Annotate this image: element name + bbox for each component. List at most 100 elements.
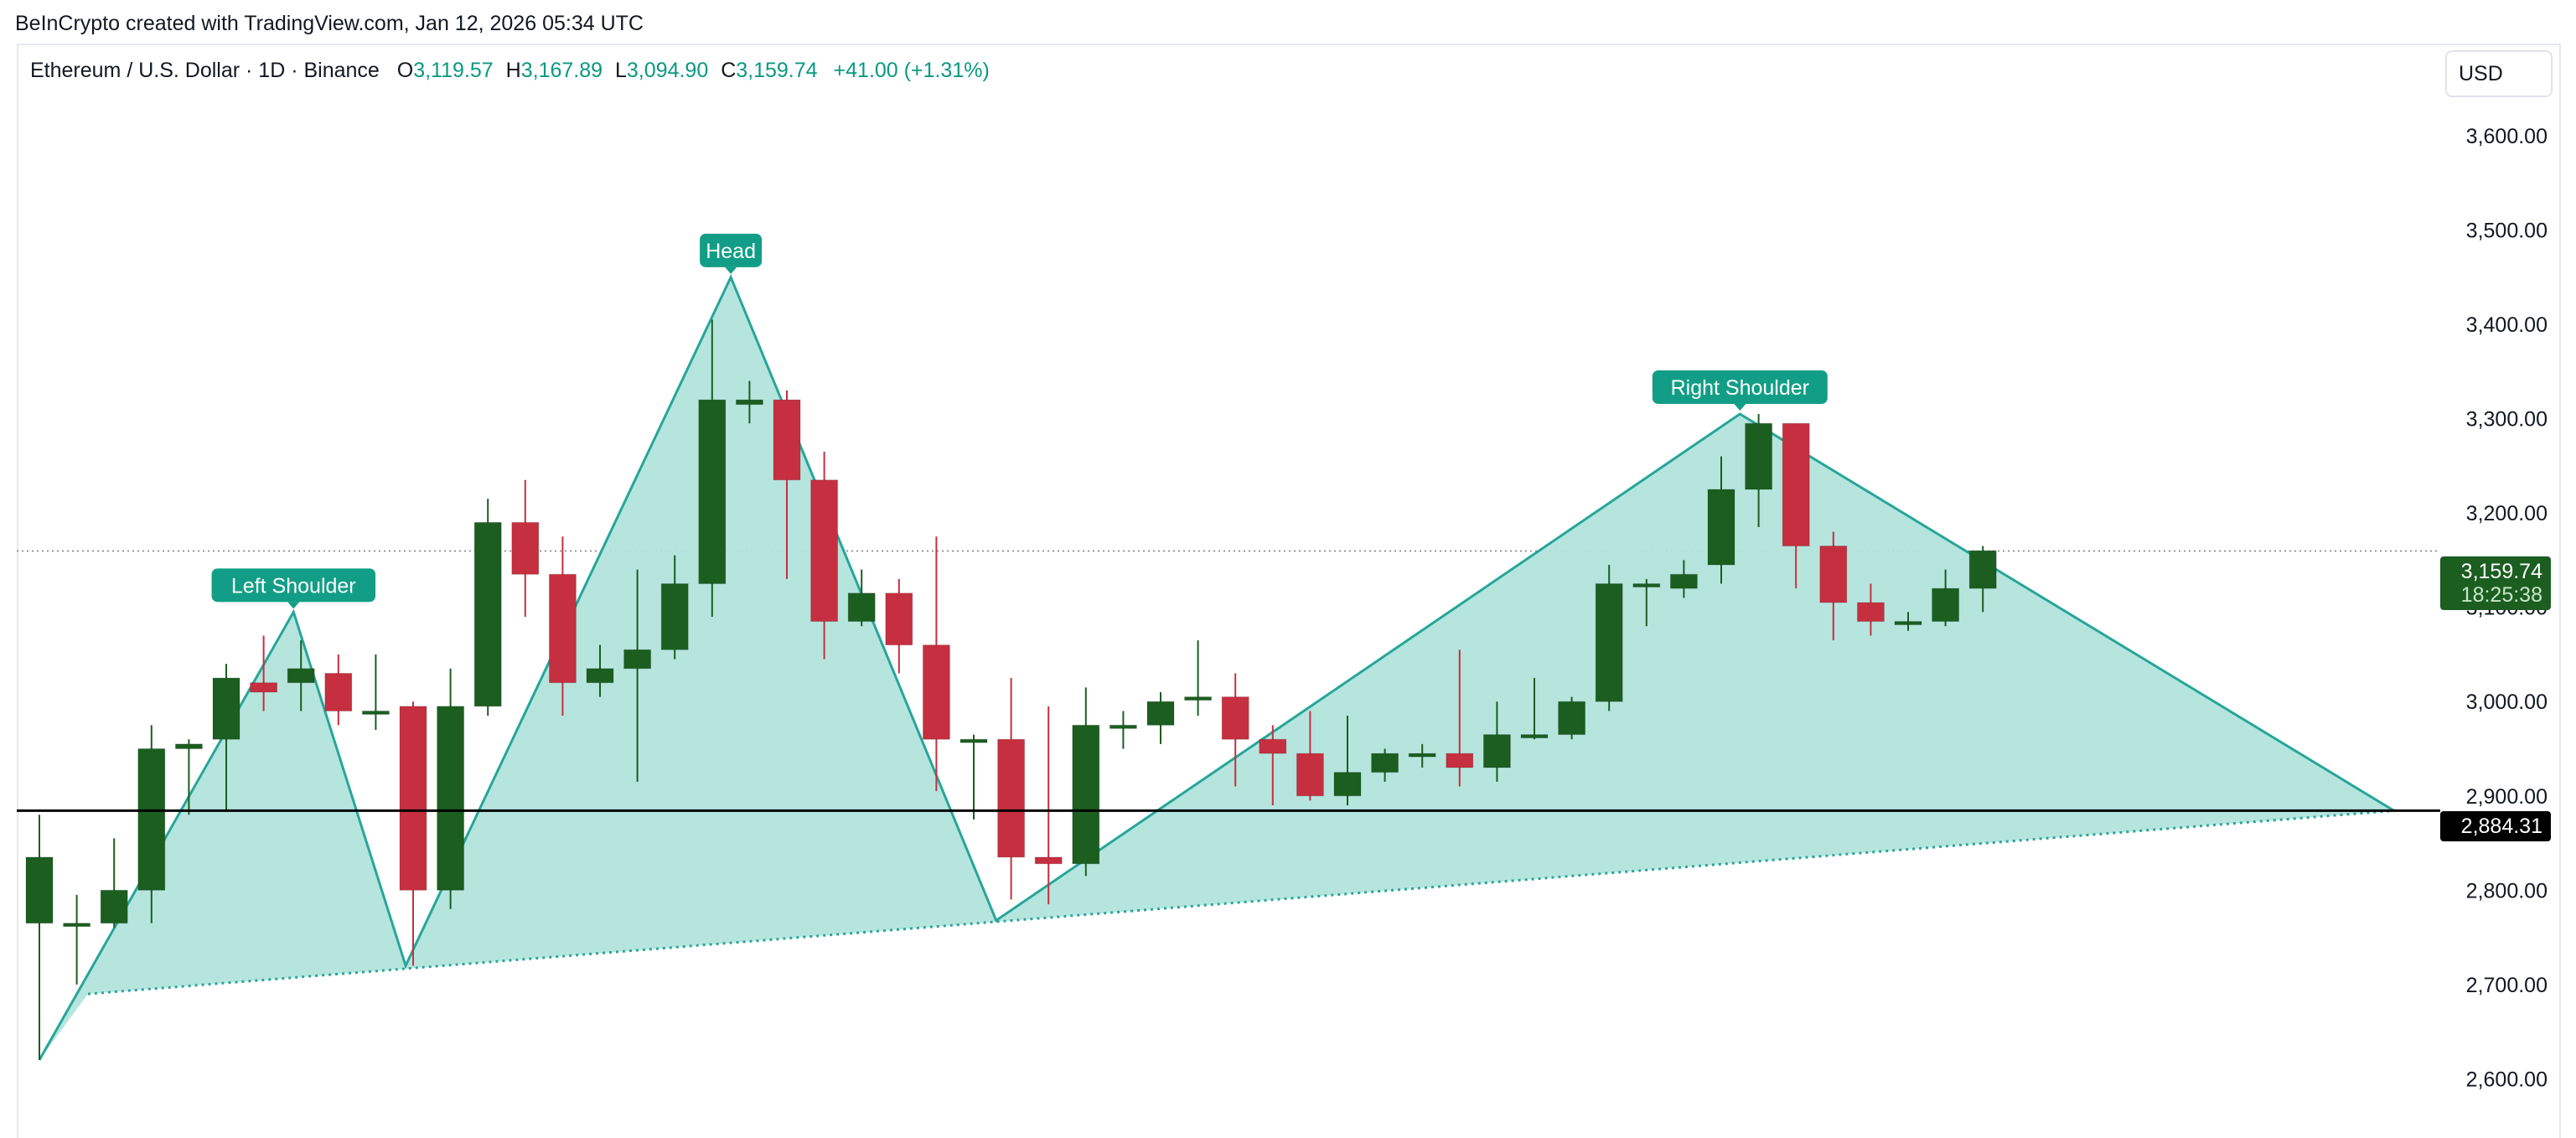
pattern-label-text: Head xyxy=(706,240,756,263)
symbol-title[interactable]: Ethereum / U.S. Dollar · 1D · Binance xyxy=(30,59,380,82)
top-bar: BeInCrypto created with TradingView.com,… xyxy=(0,0,2576,44)
candle-up xyxy=(847,592,876,623)
candle-down xyxy=(1446,753,1474,768)
candle-up xyxy=(586,668,614,684)
chart-frame xyxy=(17,44,2561,1138)
candle-up xyxy=(1184,696,1213,701)
candle-up xyxy=(361,710,390,715)
candle-up xyxy=(1669,573,1698,589)
candle-down xyxy=(810,479,839,623)
pattern-label-text: Right Shoulder xyxy=(1671,376,1809,400)
currency-selector[interactable]: USD xyxy=(2445,50,2553,97)
candle-up xyxy=(1482,734,1511,768)
neckline-price-label: 2,884.31 xyxy=(2440,811,2551,841)
low-label: L xyxy=(615,59,627,82)
candle-down xyxy=(1819,546,1848,603)
current-price-label: 3,159.74 18:25:38 xyxy=(2440,556,2551,610)
candle-down xyxy=(511,521,540,575)
candle-down xyxy=(324,672,353,711)
close-value: 3,159.74 xyxy=(736,59,818,82)
candle-up xyxy=(1968,550,1997,589)
y-tick-label: 3,400.00 xyxy=(2466,313,2548,337)
current-price: 3,159.74 xyxy=(2460,560,2542,583)
candle-up xyxy=(1408,753,1436,758)
pattern-label-box xyxy=(700,233,763,267)
candle-up xyxy=(1371,753,1399,773)
candle-up xyxy=(623,649,652,670)
candle-down xyxy=(250,682,278,693)
candle-down xyxy=(773,399,801,481)
pattern-label-text: Left Shoulder xyxy=(231,574,356,597)
y-tick-label: 2,900.00 xyxy=(2466,785,2548,809)
candle-down xyxy=(997,738,1026,858)
pattern-label: Head xyxy=(700,233,763,274)
pattern-label-pointer xyxy=(1734,404,1746,411)
candle-up xyxy=(1595,583,1623,702)
candle-down xyxy=(1221,696,1249,740)
pattern-label-pointer xyxy=(725,266,737,274)
candle-up xyxy=(1558,701,1586,736)
candle-up xyxy=(212,677,241,740)
candle-down xyxy=(1782,422,1810,547)
candle-up xyxy=(1333,772,1362,797)
candle-up xyxy=(1632,583,1661,588)
candle-up xyxy=(1109,724,1137,729)
pattern-label-box xyxy=(1652,370,1828,404)
candle-up xyxy=(137,747,166,891)
candle-down xyxy=(1034,856,1063,865)
open-value: 3,119.57 xyxy=(413,59,494,82)
candle-up xyxy=(63,923,91,928)
candle-up xyxy=(100,889,128,924)
y-tick-label: 2,700.00 xyxy=(2466,974,2548,997)
candle-up xyxy=(1894,621,1922,626)
candle-up xyxy=(1707,489,1735,566)
pattern-label: Right Shoulder xyxy=(1652,370,1828,411)
pattern-annotations: Left Shoulder Head Right Shoulder xyxy=(211,233,1828,609)
close-label: C xyxy=(721,59,737,82)
candle-up xyxy=(1146,701,1175,726)
candle-up xyxy=(735,399,763,406)
change-value: +41.00 (+1.31%) xyxy=(833,59,990,82)
y-tick-label: 3,600.00 xyxy=(2466,125,2548,148)
candle-down xyxy=(1296,753,1324,797)
candle-up xyxy=(437,706,465,891)
pattern-label-box xyxy=(211,568,376,603)
candle-up xyxy=(698,399,727,585)
candle-up xyxy=(1072,724,1100,865)
open-label: O xyxy=(396,59,414,82)
candle-up xyxy=(960,738,988,743)
low-value: 3,094.90 xyxy=(626,59,709,82)
candle-down xyxy=(1856,602,1885,623)
candle-up xyxy=(287,668,315,684)
candle-up xyxy=(1745,422,1773,490)
candle-down xyxy=(922,644,950,740)
candle-up xyxy=(473,521,502,707)
y-tick-label: 2,600.00 xyxy=(2466,1068,2548,1091)
y-tick-label: 3,500.00 xyxy=(2466,220,2548,243)
high-label: H xyxy=(505,59,521,82)
candle-up xyxy=(25,856,54,924)
y-tick-label: 3,300.00 xyxy=(2466,408,2548,432)
pattern-fill xyxy=(39,277,2394,1060)
pattern-label: Left Shoulder xyxy=(211,568,376,609)
high-value: 3,167.89 xyxy=(520,59,603,82)
candle-up xyxy=(174,743,203,749)
candle-down xyxy=(885,592,913,646)
y-tick-label: 2,800.00 xyxy=(2466,879,2548,903)
pattern-layer xyxy=(38,274,2395,1061)
candle-down xyxy=(399,706,427,891)
candle-layer xyxy=(25,319,1997,1060)
ohlc-legend: Ethereum / U.S. Dollar · 1D · Binance O3… xyxy=(30,59,990,83)
y-tick-label: 3,000.00 xyxy=(2466,691,2548,714)
pattern-outline xyxy=(38,274,2395,1061)
bar-countdown: 18:25:38 xyxy=(2460,583,2542,607)
candle-down xyxy=(1259,738,1287,754)
chart-credit: BeInCrypto created with TradingView.com,… xyxy=(15,12,644,35)
candle-up xyxy=(660,583,689,650)
candle-up xyxy=(1520,734,1549,739)
candle-up xyxy=(1932,587,1960,623)
candle-down xyxy=(548,573,577,684)
pattern-label-pointer xyxy=(287,602,300,609)
y-axis-ticks: 3,600.00 3,500.00 3,400.00 3,300.00 3,200.00… xyxy=(2466,125,2548,1091)
